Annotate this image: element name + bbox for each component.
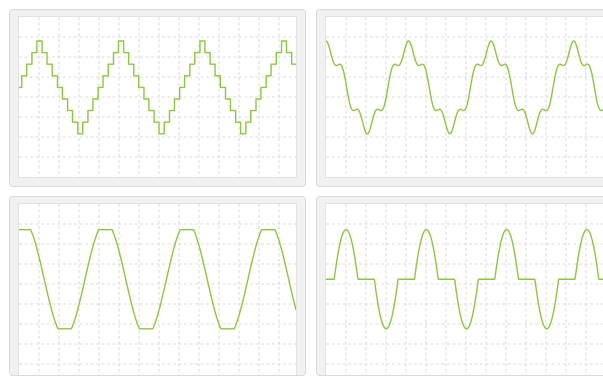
grid-lines: [19, 204, 296, 375]
chart-panel-stepped-triangle: [9, 9, 306, 187]
waveform-chart-dead-zone-sine: [326, 204, 603, 375]
waveform-line: [19, 228, 296, 330]
waveform-line: [326, 40, 603, 135]
plot-area: [325, 16, 603, 178]
chart-panel-rippled-sine: [316, 9, 603, 187]
waveform-chart-rippled-sine: [326, 17, 603, 177]
waveform-line: [19, 40, 296, 135]
waveform-line: [326, 228, 603, 330]
plot-area: [325, 203, 603, 375]
grid-lines: [326, 17, 603, 177]
plot-area: [18, 16, 297, 178]
grid-lines: [326, 204, 603, 375]
plot-area: [18, 203, 297, 375]
waveform-chart-stepped-triangle: [19, 17, 296, 177]
chart-panel-dead-zone-sine: [316, 196, 603, 376]
waveform-chart-clipped-sine: [19, 204, 296, 375]
grid-lines: [19, 17, 296, 177]
chart-panel-clipped-sine: [9, 196, 306, 376]
